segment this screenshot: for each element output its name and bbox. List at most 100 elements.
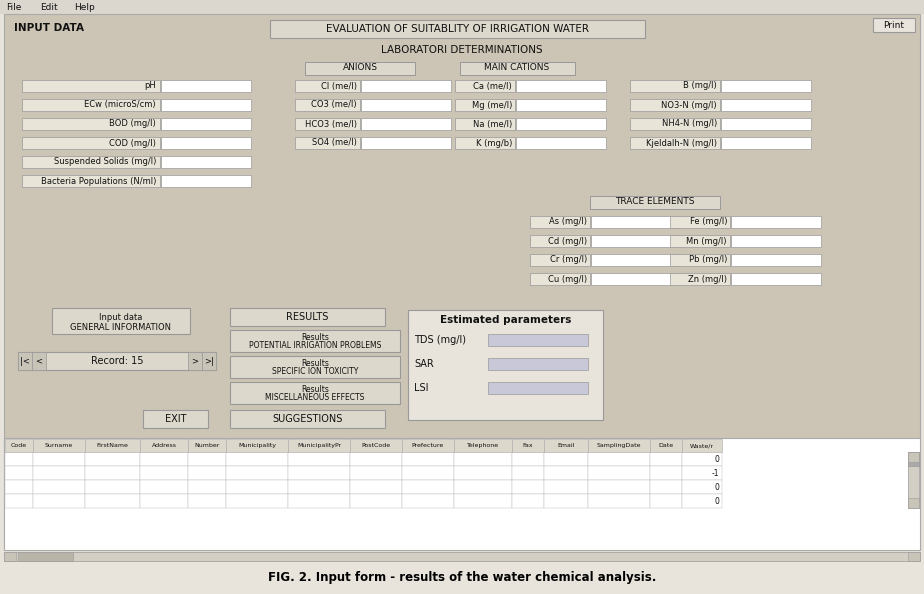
Text: Results: Results (301, 386, 329, 394)
Bar (5, 494, 33, 508)
Bar (143, 410, 208, 428)
Bar (731, 235, 821, 247)
Bar (650, 480, 682, 494)
Bar (488, 358, 588, 370)
Text: Email: Email (557, 443, 575, 448)
Text: Kjeldalh-N (mg/l): Kjeldalh-N (mg/l) (646, 138, 717, 147)
Text: Cr (mg/l): Cr (mg/l) (550, 255, 587, 264)
Bar (361, 80, 451, 92)
Bar (33, 466, 85, 480)
Bar (5, 480, 33, 494)
Bar (402, 466, 454, 480)
Text: >: > (191, 356, 199, 365)
Bar (288, 494, 350, 508)
Bar (4, 552, 920, 561)
Bar (402, 452, 454, 466)
Bar (454, 452, 512, 466)
Bar (140, 494, 188, 508)
Bar (588, 494, 650, 508)
Bar (288, 439, 350, 452)
Text: GENERAL INFORMATION: GENERAL INFORMATION (70, 323, 172, 331)
Text: 0: 0 (714, 482, 719, 491)
Bar (512, 466, 544, 480)
Text: MISCELLANEOUS EFFECTS: MISCELLANEOUS EFFECTS (265, 393, 365, 403)
Bar (590, 196, 720, 209)
Bar (140, 452, 188, 466)
Text: COD (mg/l): COD (mg/l) (109, 138, 156, 147)
Text: INPUT DATA: INPUT DATA (14, 23, 84, 33)
Bar (588, 466, 650, 480)
Bar (350, 466, 402, 480)
Bar (22, 118, 160, 130)
Bar (454, 466, 512, 480)
Bar (670, 216, 730, 228)
Bar (295, 118, 360, 130)
Bar (591, 254, 681, 266)
Text: Address: Address (152, 443, 176, 448)
Text: POTENTIAL IRRIGATION PROBLEMS: POTENTIAL IRRIGATION PROBLEMS (249, 342, 382, 350)
Text: Ca (me/l): Ca (me/l) (473, 81, 512, 90)
Bar (588, 452, 650, 466)
Bar (682, 452, 722, 466)
Bar (226, 452, 288, 466)
Bar (650, 439, 682, 452)
Bar (140, 480, 188, 494)
Bar (670, 273, 730, 285)
Bar (512, 494, 544, 508)
Bar (361, 137, 451, 149)
Bar (731, 254, 821, 266)
Text: Input data: Input data (99, 312, 142, 321)
Bar (402, 439, 454, 452)
Bar (161, 80, 251, 92)
Text: BOD (mg/l): BOD (mg/l) (109, 119, 156, 128)
Bar (22, 99, 160, 111)
Text: As (mg/l): As (mg/l) (549, 217, 587, 226)
Bar (682, 480, 722, 494)
Text: >|: >| (204, 356, 214, 365)
Bar (4, 438, 920, 550)
Text: Cl (me/l): Cl (me/l) (321, 81, 357, 90)
Bar (226, 439, 288, 452)
Text: 0: 0 (714, 497, 719, 505)
Text: Bacteria Populations (N/ml): Bacteria Populations (N/ml) (41, 176, 156, 185)
Text: Date: Date (659, 443, 674, 448)
Text: FirstName: FirstName (97, 443, 128, 448)
Bar (85, 480, 140, 494)
Bar (18, 352, 216, 370)
Bar (350, 494, 402, 508)
Text: FIG. 2. Input form - results of the water chemical analysis.: FIG. 2. Input form - results of the wate… (268, 571, 656, 584)
Bar (5, 439, 33, 452)
Bar (52, 308, 190, 334)
Bar (270, 20, 645, 38)
Text: SAR: SAR (414, 359, 433, 369)
Text: K (mg/b): K (mg/b) (476, 138, 512, 147)
Bar (22, 80, 160, 92)
Text: Estimated parameters: Estimated parameters (440, 315, 571, 325)
Text: SO4 (me/l): SO4 (me/l) (312, 138, 357, 147)
Bar (305, 62, 415, 75)
Text: Fax: Fax (523, 443, 533, 448)
Bar (908, 498, 919, 508)
Text: Prefecture: Prefecture (412, 443, 444, 448)
Bar (455, 137, 515, 149)
Text: Fe (mg/l): Fe (mg/l) (689, 217, 727, 226)
Bar (591, 216, 681, 228)
Text: Suspended Solids (mg/l): Suspended Solids (mg/l) (54, 157, 156, 166)
Text: TDS (mg/l): TDS (mg/l) (414, 335, 466, 345)
Bar (454, 439, 512, 452)
Bar (188, 466, 226, 480)
Text: Na (me/l): Na (me/l) (473, 119, 512, 128)
Bar (530, 216, 590, 228)
Bar (544, 452, 588, 466)
Bar (33, 480, 85, 494)
Bar (402, 494, 454, 508)
Text: NH4-N (mg/l): NH4-N (mg/l) (662, 119, 717, 128)
Bar (288, 480, 350, 494)
Bar (361, 99, 451, 111)
Text: Help: Help (74, 2, 95, 11)
Bar (591, 273, 681, 285)
Bar (460, 62, 575, 75)
Bar (350, 480, 402, 494)
Bar (230, 330, 400, 352)
Bar (161, 137, 251, 149)
